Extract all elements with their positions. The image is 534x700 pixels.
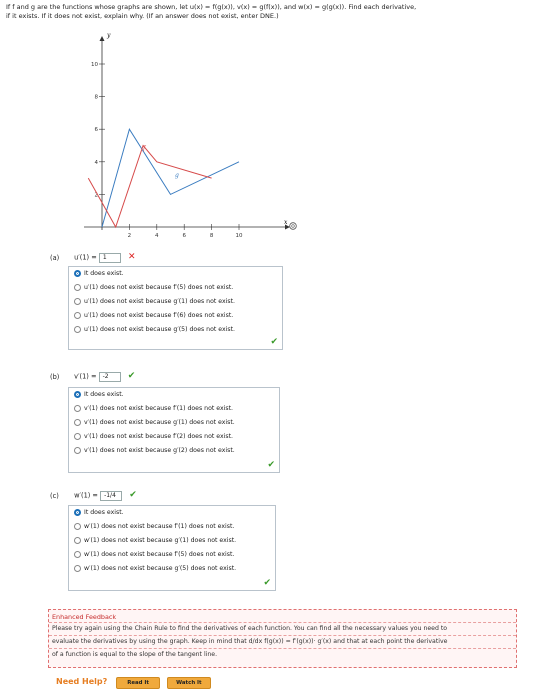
choice-option[interactable]: v′(1) does not exist because g′(2) does … (69, 444, 279, 458)
radio-icon[interactable] (74, 325, 81, 333)
y-tick-label: 6 (95, 127, 99, 133)
choice-label: u′(1) does not exist because f′(6) does … (84, 312, 234, 319)
x-tick-label: 4 (155, 233, 159, 239)
check-icon: ✔ (127, 371, 136, 381)
choice-label: u′(1) does not exist because f′(5) does … (84, 284, 234, 291)
choice-option[interactable]: w′(1) does not exist because f′(1) does … (69, 520, 275, 534)
part-b-label: (b) (50, 372, 60, 381)
part-a-answer-input[interactable]: 1 (98, 252, 121, 263)
radio-icon[interactable] (74, 522, 81, 530)
choice-label: It does exist. (84, 509, 124, 516)
g-label: g (175, 172, 179, 179)
radio-icon[interactable] (74, 432, 81, 440)
choice-label: w′(1) does not exist because f′(5) does … (84, 551, 235, 558)
zoom-graph-icon[interactable] (289, 222, 297, 230)
choice-option[interactable]: u′(1) does not exist because g′(5) does … (69, 323, 282, 337)
x-tick-label: 10 (236, 233, 243, 239)
radio-icon[interactable] (74, 283, 81, 291)
g-curve (101, 127, 240, 228)
radio-icon[interactable] (74, 311, 81, 319)
choice-option[interactable]: v′(1) does not exist because g′(1) does … (69, 416, 279, 430)
choice-label: v′(1) does not exist because g′(2) does … (84, 447, 235, 454)
choice-option[interactable]: v′(1) does not exist because f′(1) does … (69, 402, 279, 416)
choice-label: w′(1) does not exist because g′(5) does … (84, 565, 237, 572)
check-icon: ✔ (263, 578, 271, 588)
incorrect-icon: ✕ (127, 252, 136, 262)
choice-option[interactable]: u′(1) does not exist because f′(6) does … (69, 309, 282, 323)
part-a-expression: u′(1) = (74, 253, 97, 262)
part-a-label: (a) (50, 253, 60, 262)
choice-option[interactable]: It does exist. (69, 506, 275, 520)
problem-line-2: if it exists. If it does not exist, expl… (6, 12, 279, 20)
part-c-row: (c) w′(1) = -1/4 ✔ (50, 490, 137, 501)
choice-label: v′(1) does not exist because g′(1) does … (84, 419, 235, 426)
y-tick-label: 4 (95, 160, 99, 166)
feedback-title: Enhanced Feedback (52, 613, 117, 621)
watch-it-button[interactable]: Watch It (166, 677, 211, 689)
choice-label: It does exist. (84, 391, 124, 398)
feedback-line: Please try again using the Chain Rule to… (49, 622, 516, 635)
x-tick-label: 6 (182, 233, 186, 239)
choice-option[interactable]: w′(1) does not exist because f′(5) does … (69, 548, 275, 562)
part-b-row: (b) v′(1) = -2 ✔ (50, 371, 135, 382)
radio-icon[interactable] (74, 297, 81, 305)
choice-option[interactable]: w′(1) does not exist because g′(5) does … (69, 562, 275, 576)
radio-icon[interactable] (74, 536, 81, 544)
part-c-expression: w′(1) = (74, 491, 98, 500)
part-c-choices: It does exist. w′(1) does not exist beca… (68, 505, 276, 591)
choice-option[interactable]: u′(1) does not exist because g′(1) does … (69, 295, 282, 309)
part-a-row: (a) u′(1) = 1 ✕ (50, 252, 136, 263)
y-axis-arrow (99, 36, 105, 41)
y-tick-label: 10 (91, 62, 98, 68)
choice-label: v′(1) does not exist because f′(1) does … (84, 405, 233, 412)
function-graph: y x 10 8 6 4 2 -2 2 4 6 8 10 f g (84, 32, 290, 239)
check-icon: ✔ (270, 337, 278, 347)
enhanced-feedback-panel: Enhanced Feedback Please try again using… (48, 609, 517, 668)
radio-icon[interactable] (74, 446, 81, 454)
need-help-label: Need Help? (56, 677, 108, 686)
radio-selected-icon[interactable] (74, 390, 81, 398)
x-axis-arrow (285, 224, 290, 230)
part-a-choices: It does exist. u′(1) does not exist beca… (68, 266, 283, 350)
choice-label: It does exist. (84, 270, 124, 277)
y-tick-label: 2 (95, 192, 99, 198)
part-c-answer-input[interactable]: -1/4 (100, 490, 123, 501)
part-c-label: (c) (50, 491, 59, 500)
check-icon: ✔ (129, 490, 137, 500)
choice-option[interactable]: w′(1) does not exist because g′(1) does … (69, 534, 275, 548)
x-tick-label: 2 (128, 233, 131, 239)
part-b-expression: v′(1) = (74, 372, 97, 381)
part-b-choices: It does exist. v′(1) does not exist beca… (68, 387, 280, 473)
choice-label: v′(1) does not exist because f′(2) does … (84, 433, 233, 440)
radio-icon[interactable] (74, 550, 81, 558)
f-label: f (142, 145, 147, 152)
choice-option[interactable]: It does exist. (69, 267, 282, 281)
f-curve (87, 144, 212, 229)
radio-icon[interactable] (74, 564, 81, 572)
problem-statement: If f and g are the functions whose graph… (6, 3, 526, 21)
y-tick-label: 8 (95, 95, 99, 101)
problem-line-1: If f and g are the functions whose graph… (6, 3, 417, 11)
choice-label: u′(1) does not exist because g′(5) does … (84, 326, 235, 333)
x-axis-label: x (284, 219, 288, 226)
choice-label: w′(1) does not exist because g′(1) does … (84, 537, 237, 544)
radio-selected-icon[interactable] (74, 508, 81, 516)
part-b-answer-input[interactable]: -2 (98, 371, 121, 382)
radio-selected-icon[interactable] (74, 269, 81, 277)
feedback-line: evaluate the derivatives by using the gr… (49, 635, 516, 648)
feedback-line: of a function is equal to the slope of t… (49, 648, 516, 661)
choice-label: w′(1) does not exist because f′(1) does … (84, 523, 235, 530)
choice-option[interactable]: v′(1) does not exist because f′(2) does … (69, 430, 279, 444)
y-axis-label: y (106, 32, 111, 39)
x-tick-label: 8 (210, 233, 214, 239)
radio-icon[interactable] (74, 418, 81, 426)
need-help-row: Need Help? Read It Watch It (56, 677, 211, 689)
choice-option[interactable]: u′(1) does not exist because f′(5) does … (69, 281, 282, 295)
read-it-button[interactable]: Read It (116, 677, 161, 689)
choice-option[interactable]: It does exist. (69, 388, 279, 402)
check-icon: ✔ (267, 460, 275, 470)
radio-icon[interactable] (74, 404, 81, 412)
choice-label: u′(1) does not exist because g′(1) does … (84, 298, 235, 305)
